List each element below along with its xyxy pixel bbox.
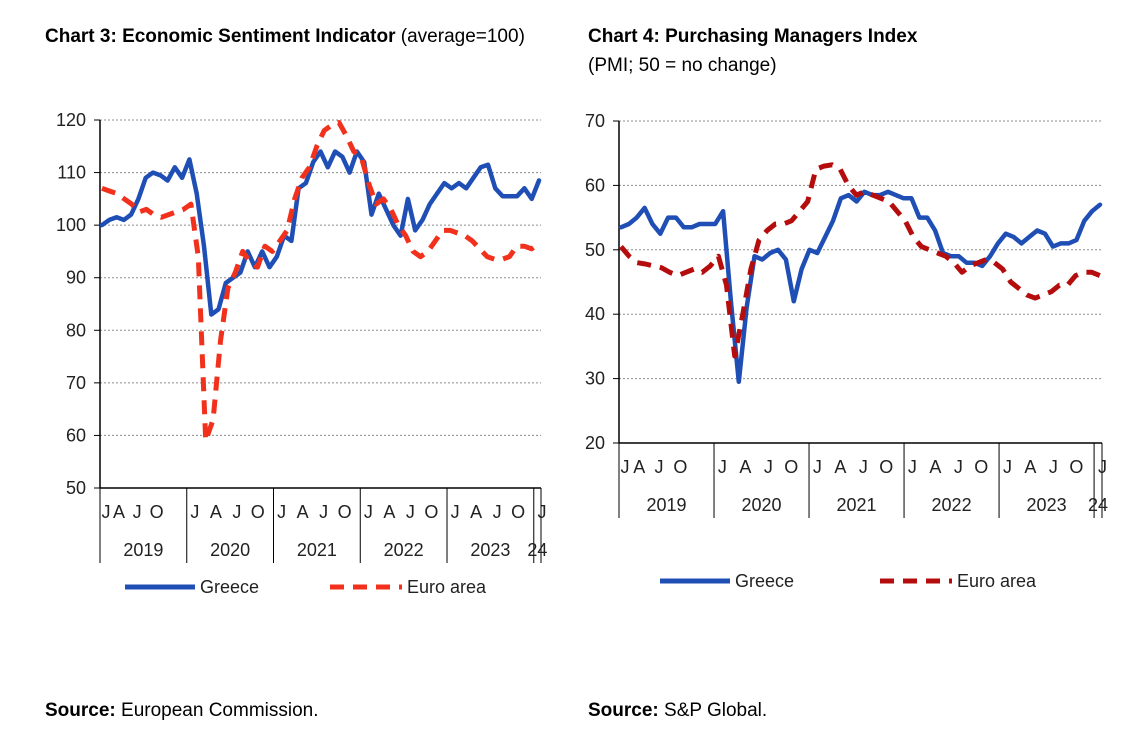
chart3-year-label: 2021: [297, 540, 337, 560]
chart3-month-label: J: [232, 502, 241, 522]
chart4-legend-euro-label: Euro area: [957, 571, 1037, 591]
chart4-month-label: J: [954, 457, 963, 477]
chart4-month-label: J: [1003, 457, 1012, 477]
chart3-ytick-label: 50: [66, 478, 86, 498]
chart4-month-label: O: [1069, 457, 1083, 477]
chart4-month-label: A: [929, 457, 941, 477]
chart3-month-label: A: [297, 502, 309, 522]
chart3-month-label: J: [493, 502, 502, 522]
chart4-month-label: O: [974, 457, 988, 477]
chart4-month-label: J: [908, 457, 917, 477]
chart4-month-label: J: [621, 457, 630, 477]
chart3-year-label: 2020: [210, 540, 250, 560]
chart4-month-label: A: [739, 457, 751, 477]
chart3-month-label: A: [470, 502, 482, 522]
chart3-source-label: Source:: [45, 700, 116, 721]
chart4-month-label: J: [655, 457, 664, 477]
chart3-source-text: European Commission.: [115, 700, 319, 721]
chart3-year-label: 2023: [470, 540, 510, 560]
chart3-ytick-label: 120: [56, 110, 86, 130]
chart4-month-label: A: [834, 457, 846, 477]
chart4-source-text: S&P Global.: [658, 700, 768, 721]
chart4-month-label: J: [859, 457, 868, 477]
chart4-month-label: O: [784, 457, 798, 477]
chart3-source: Source: European Commission.: [45, 700, 319, 722]
chart4-month-label: O: [879, 457, 893, 477]
chart4-month-label: J: [813, 457, 822, 477]
chart4-month-label: O: [673, 457, 687, 477]
chart4-ytick-label: 20: [585, 433, 605, 453]
chart4-year-label: 24: [1088, 495, 1108, 515]
chart4-year-label: 2023: [1027, 495, 1067, 515]
chart3-month-label: O: [511, 502, 525, 522]
chart3-year-label: 2022: [384, 540, 424, 560]
chart4-title: Chart 4: Purchasing Managers Index: [588, 26, 917, 48]
chart4-subtitle: (PMI; 50 = no change): [588, 55, 777, 76]
chart3-month-label: A: [113, 502, 125, 522]
chart3-month-label: O: [150, 502, 164, 522]
chart3-ytick-label: 100: [56, 215, 86, 235]
chart3-month-label: O: [424, 502, 438, 522]
chart4-ytick-label: 60: [585, 175, 605, 195]
chart3-month-label: J: [102, 502, 111, 522]
chart3-ytick-label: 80: [66, 320, 86, 340]
chart3-year-label: 2019: [123, 540, 163, 560]
chart3-month-label: A: [210, 502, 222, 522]
chart3-title-bold: Chart 3: Economic Sentiment Indicator: [45, 26, 396, 47]
chart4-year-label: 2020: [742, 495, 782, 515]
chart3-title-rest: (average=100): [395, 26, 525, 47]
chart3-month-label: J: [319, 502, 328, 522]
chart4-month-label: A: [1024, 457, 1036, 477]
chart3-month-label: O: [251, 502, 265, 522]
chart3-ytick-label: 110: [57, 163, 86, 183]
chart3-month-label: A: [383, 502, 395, 522]
chart3-title: Chart 3: Economic Sentiment Indicator (a…: [45, 26, 525, 48]
chart4-month-label: J: [764, 457, 773, 477]
chart4-month-label: J: [718, 457, 727, 477]
chart3-series-euro-area: [101, 120, 541, 444]
chart3-month-label: O: [338, 502, 352, 522]
chart4-source-label: Source:: [588, 700, 659, 721]
chart3-month-label: J: [406, 502, 415, 522]
chart4-ytick-label: 50: [585, 240, 605, 260]
chart3-year-label: 24: [527, 540, 547, 560]
chart4-year-label: 2021: [837, 495, 877, 515]
chart4-ytick-label: 70: [585, 111, 605, 131]
chart3-legend-greece-label: Greece: [200, 577, 259, 597]
chart3-ytick-label: 60: [66, 425, 86, 445]
chart4-year-label: 2022: [932, 495, 972, 515]
chart3-legend-euro-label: Euro area: [407, 577, 487, 597]
chart4-title-bold: Chart 4: Purchasing Managers Index: [588, 26, 918, 47]
chart4-month-label: J: [1049, 457, 1058, 477]
chart4-ytick-label: 30: [585, 369, 605, 389]
chart4-ytick-label: 40: [585, 304, 605, 324]
chart3-month-label: J: [133, 502, 142, 522]
chart3-month-label: J: [190, 502, 199, 522]
chart3-series-greece: [99, 149, 542, 317]
chart3-ytick-label: 70: [66, 373, 86, 393]
chart3-month-label: J: [451, 502, 460, 522]
chart4-series-euro-area: [619, 162, 1101, 359]
chart4-source: Source: S&P Global.: [588, 700, 767, 722]
chart4-series-greece: [618, 189, 1103, 385]
chart4-legend-greece-label: Greece: [735, 571, 794, 591]
chart3-month-label: J: [537, 502, 546, 522]
chart3-ytick-label: 90: [66, 268, 86, 288]
chart3-month-label: J: [364, 502, 373, 522]
chart3-month-label: J: [277, 502, 286, 522]
chart4-year-label: 2019: [646, 495, 686, 515]
chart4-month-label: A: [633, 457, 645, 477]
